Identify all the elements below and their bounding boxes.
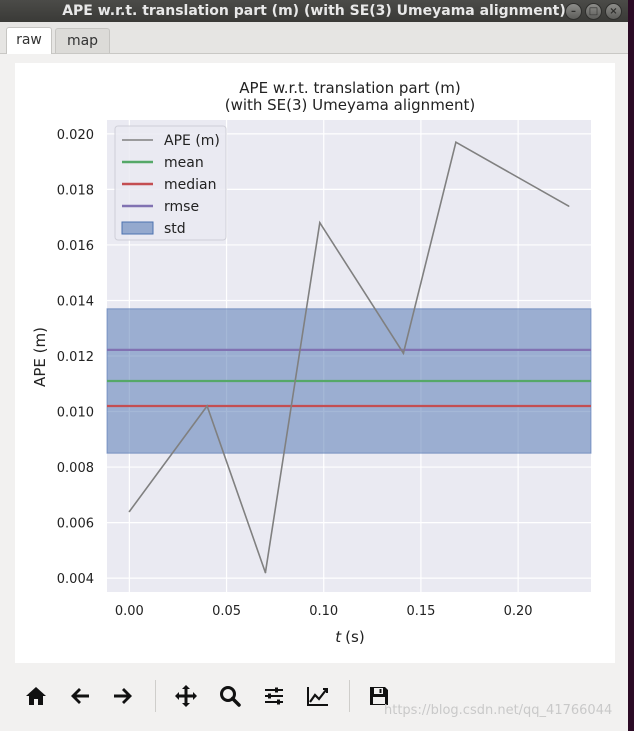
legend-label: mean [164,155,204,171]
ape-data-point [128,510,131,513]
tab-map[interactable]: map [55,28,110,53]
legend-label: std [164,221,186,237]
ape-chart: APE w.r.t. translation part (m) (with SE… [31,79,592,646]
y-tick-label: 0.016 [57,239,94,254]
y-tick-label: 0.008 [57,461,94,476]
save-button[interactable] [365,682,393,710]
tab-raw-label: raw [16,32,42,48]
tab-raw[interactable]: raw [6,27,52,54]
legend-box [114,125,227,241]
pan-icon [175,685,197,707]
home-icon [26,687,46,705]
tab-map-label: map [66,33,99,49]
edit-axis-button[interactable] [304,682,332,710]
y-tick-label: 0.020 [57,128,94,143]
ape-data-point [402,352,405,355]
home-button[interactable] [22,682,50,710]
x-tick-label: 0.15 [406,604,435,619]
x-tick-label: 0.10 [309,604,338,619]
legend-label: APE (m) [164,133,220,149]
watermark-text: https://blog.csdn.net/qq_41766044 [384,703,613,718]
maximize-button[interactable]: □ [585,3,602,20]
configure-subplots-icon [265,687,283,705]
y-tick-label: 0.004 [57,572,94,587]
legend-swatch [121,221,154,235]
tab-bar: raw map [0,22,628,54]
legend-label: rmse [164,199,199,215]
x-tick-label: 0.20 [504,604,533,619]
title-bar: APE w.r.t. translation part (m) (with SE… [0,0,628,22]
navigation-toolbar [0,666,628,726]
y-axis-label: APE (m) [31,327,49,387]
ape-data-point [567,205,570,207]
y-tick-label: 0.018 [57,183,94,198]
x-axis-label: t (s) [335,628,364,646]
chart-title: APE w.r.t. translation part (m) [239,79,460,97]
figure-canvas[interactable]: APE w.r.t. translation part (m) (with SE… [15,63,615,663]
ape-data-point [264,571,267,574]
ape-data-point [455,141,457,144]
y-tick-label: 0.012 [57,350,94,365]
toolbar-separator [155,680,156,712]
back-button[interactable] [66,682,94,710]
zoom-icon [220,686,241,707]
x-axis-label-unit: (s) [345,628,365,646]
legend-label: median [164,177,216,193]
window-title: APE w.r.t. translation part (m) (with SE… [62,3,566,19]
toolbar-separator [349,680,350,712]
ape-data-point [319,221,321,224]
close-button[interactable]: × [605,3,622,20]
x-tick-label: 0.00 [115,604,144,619]
desktop-background [628,0,634,731]
save-icon [370,687,388,705]
configure-subplots-button[interactable] [260,682,288,710]
zoom-button[interactable] [216,682,244,710]
y-tick-label: 0.010 [57,406,94,421]
forward-button[interactable] [109,682,137,710]
pan-button[interactable] [172,682,200,710]
y-tick-label: 0.014 [57,294,94,309]
forward-icon [114,688,132,704]
legend: APE (m) mean median rmse std [114,125,227,241]
edit-axis-icon [307,687,328,706]
y-tick-label: 0.006 [57,517,94,532]
x-tick-label: 0.05 [212,604,241,619]
minimize-button[interactable]: – [565,3,582,20]
x-axis-label-var: t [335,628,342,646]
ape-data-point [206,405,208,407]
chart-subtitle: (with SE(3) Umeyama alignment) [225,96,476,114]
back-icon [71,688,89,704]
